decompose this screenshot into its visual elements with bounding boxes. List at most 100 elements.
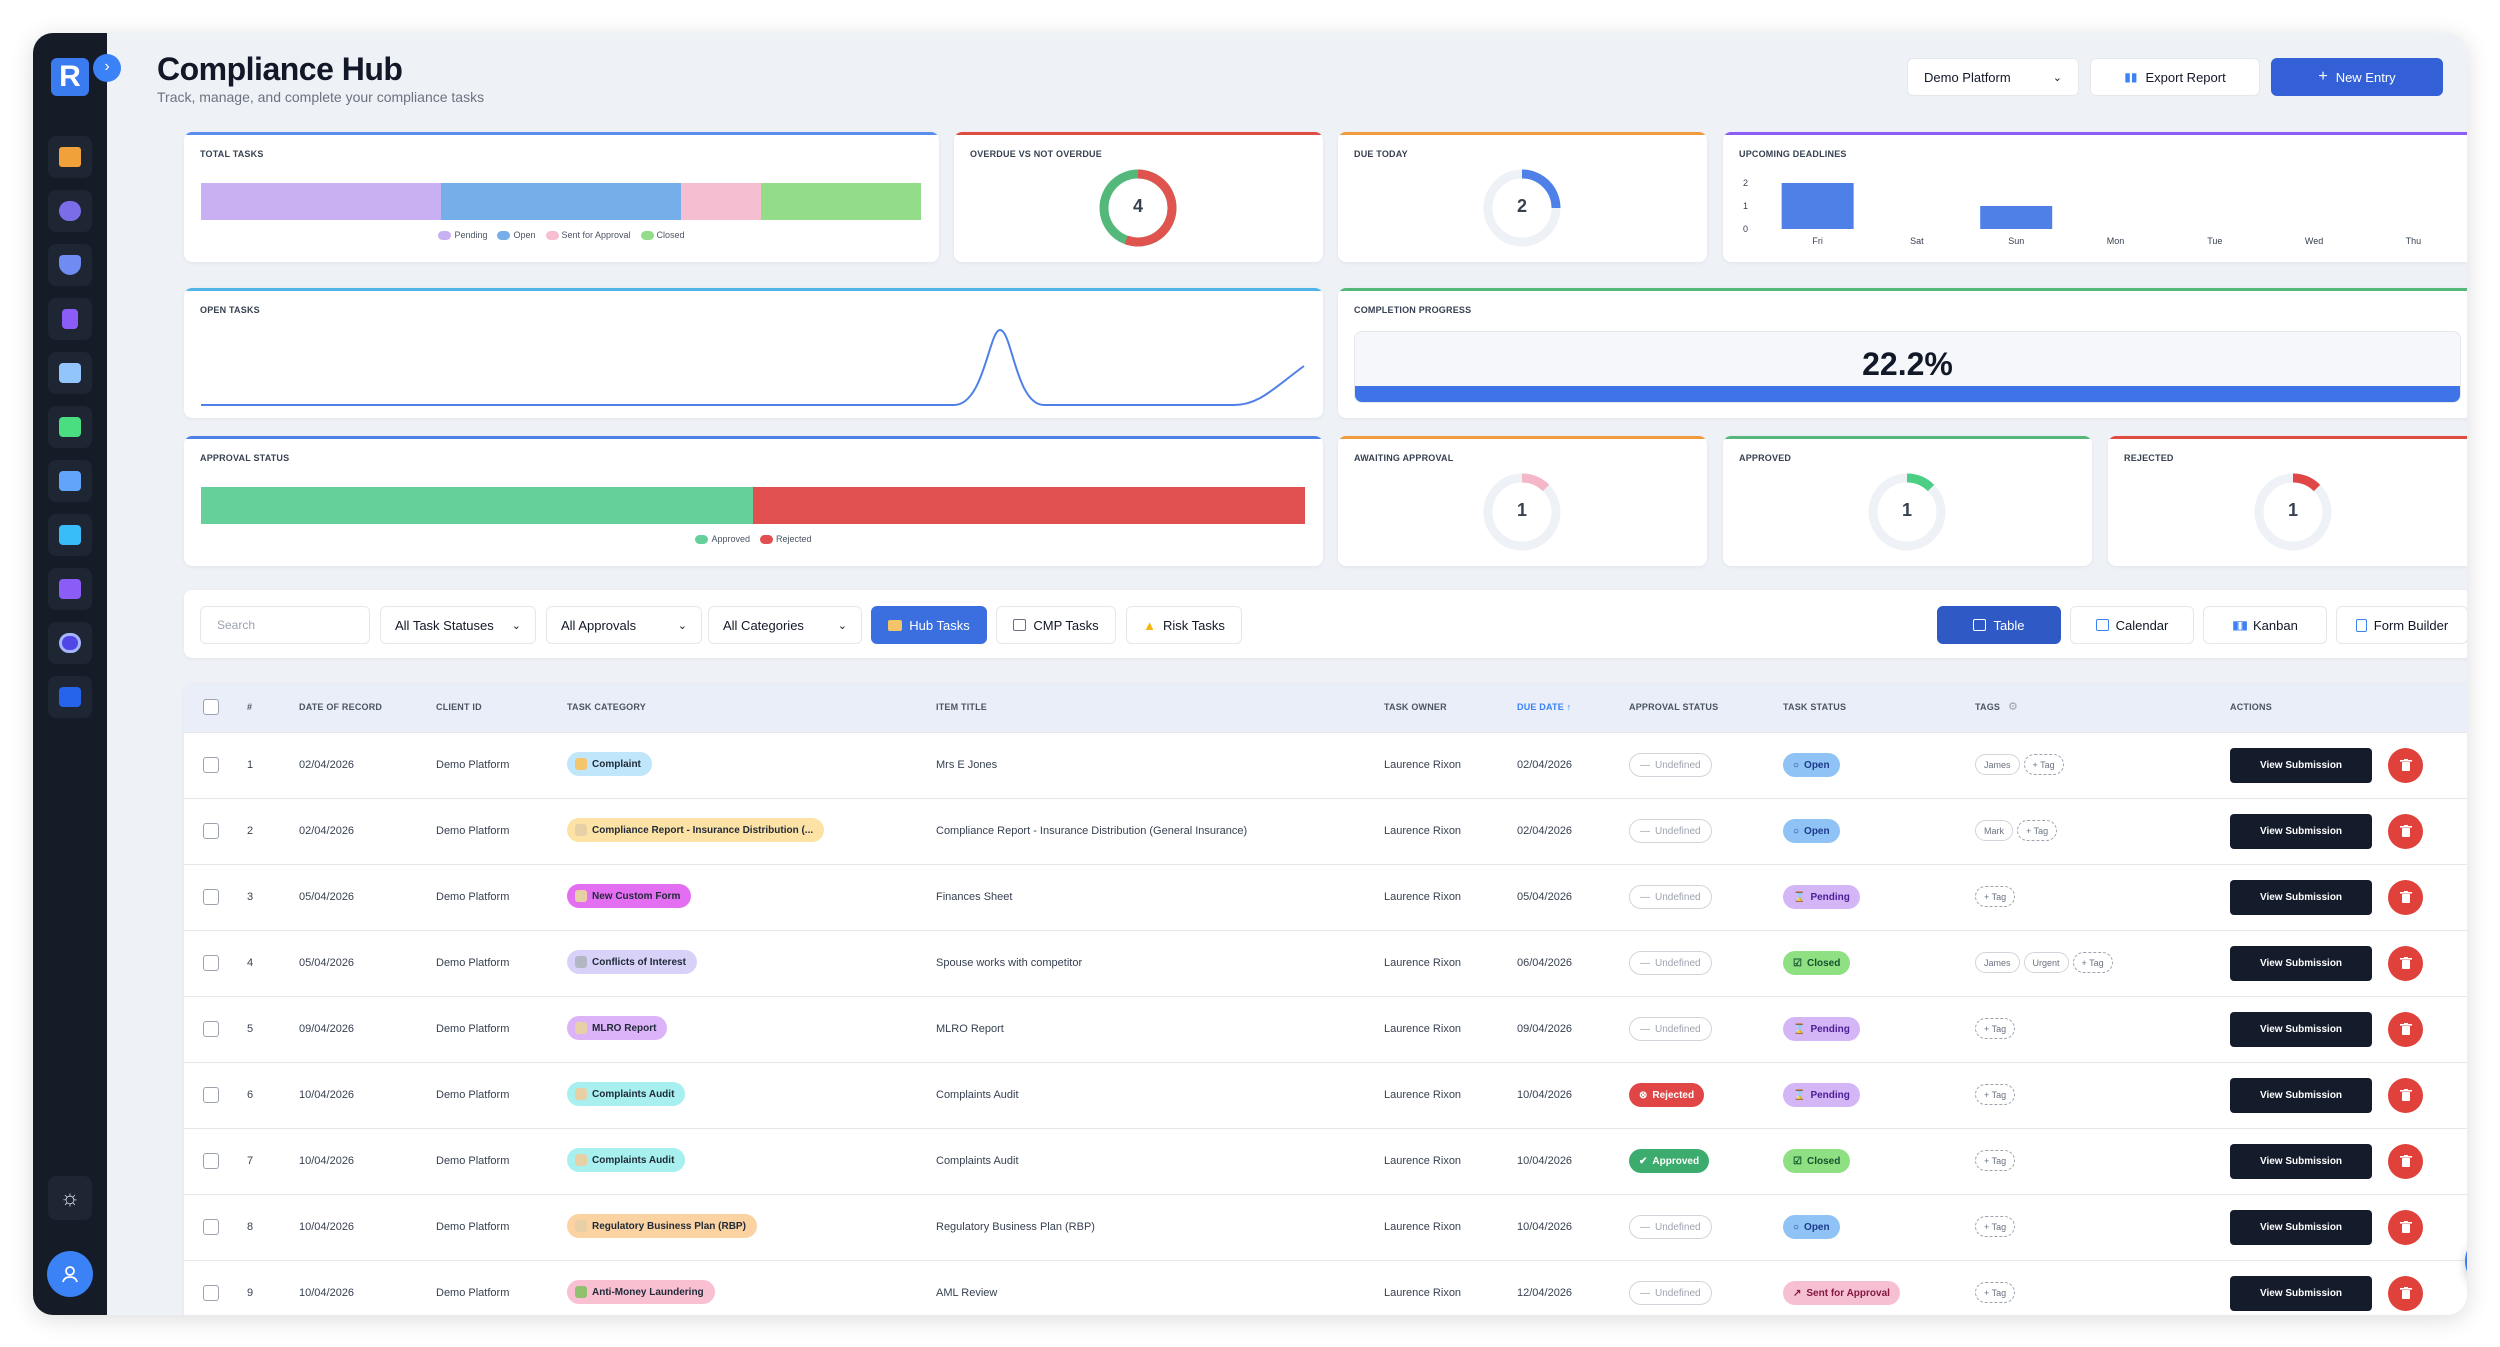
column-header-task-category[interactable]: TASK CATEGORY [567,702,646,712]
sidebar-collapse-button[interactable]: › [93,54,121,82]
column-header-task-status[interactable]: TASK STATUS [1783,702,1847,712]
column-header-number[interactable]: # [247,702,253,712]
risk-tasks-tab[interactable]: ▲ Risk Tasks [1126,606,1242,644]
bar-segment[interactable] [201,183,441,220]
view-submission-button[interactable]: View Submission [2230,1276,2372,1311]
column-header-client-id[interactable]: CLIENT ID [436,702,482,712]
table-row[interactable]: 5 09/04/2026 Demo Platform MLRO Report M… [184,997,2467,1063]
tag-chip[interactable]: Urgent [2023,952,2069,973]
sidebar-item-target[interactable] [48,622,92,664]
view-submission-button[interactable]: View Submission [2230,1012,2372,1047]
column-header-approval-status[interactable]: APPROVAL STATUS [1629,702,1719,712]
gear-icon[interactable]: ⚙ [2008,701,2018,713]
user-menu-button[interactable] [47,1251,93,1297]
column-header-item-title[interactable]: ITEM TITLE [936,702,987,712]
search-input[interactable]: Search [200,606,370,644]
sidebar-item-forms[interactable] [48,514,92,556]
add-tag-button[interactable]: + Tag [2023,754,2064,775]
add-tag-button[interactable]: + Tag [2072,952,2113,973]
hub-tasks-tab[interactable]: Hub Tasks [871,606,987,644]
delete-button[interactable] [2388,814,2423,849]
app-logo[interactable]: R [51,58,89,96]
task-status-filter[interactable]: All Task Statuses ⌄ [380,606,536,644]
delete-button[interactable] [2388,880,2423,915]
add-tag-button[interactable]: + Tag [1975,1282,2016,1303]
add-tag-button[interactable]: + Tag [1975,1018,2016,1039]
cmp-tasks-tab[interactable]: CMP Tasks [996,606,1116,644]
row-checkbox[interactable] [203,955,219,971]
categories-filter[interactable]: All Categories ⌄ [708,606,862,644]
deadline-bar[interactable] [1781,183,1854,229]
bar-segment[interactable] [441,183,681,220]
add-tag-button[interactable]: + Tag [2017,820,2058,841]
row-checkbox[interactable] [203,1087,219,1103]
view-table-button[interactable]: Table [1937,606,2061,644]
row-checkbox[interactable] [203,823,219,839]
deadline-bar[interactable] [1980,206,2053,229]
view-submission-button[interactable]: View Submission [2230,946,2372,981]
view-form-builder-button[interactable]: Form Builder [2336,606,2467,644]
add-tag-button[interactable]: + Tag [1975,886,2016,907]
view-submission-button[interactable]: View Submission [2230,1078,2372,1113]
bar-segment[interactable] [681,183,761,220]
sidebar-item-list[interactable] [48,568,92,610]
add-tag-button[interactable]: + Tag [1975,1216,2016,1237]
add-tag-button[interactable]: + Tag [1975,1150,2016,1171]
table-row[interactable]: 1 02/04/2026 Demo Platform Complaint Mrs… [184,733,2467,799]
delete-button[interactable] [2388,1210,2423,1245]
sidebar-item-users[interactable] [48,190,92,232]
table-row[interactable]: 3 05/04/2026 Demo Platform New Custom Fo… [184,865,2467,931]
legend-item[interactable]: Pending [438,230,487,241]
delete-button[interactable] [2388,1078,2423,1113]
select-all-checkbox[interactable] [203,699,219,715]
delete-button[interactable] [2388,946,2423,981]
platform-select[interactable]: Demo Platform ⌄ [1907,58,2079,96]
legend-item[interactable]: Sent for Approval [545,230,631,241]
column-header-due-date[interactable]: DUE DATE ↑ [1517,702,1572,712]
view-submission-button[interactable]: View Submission [2230,880,2372,915]
tag-chip[interactable]: Mark [1975,820,2013,841]
delete-button[interactable] [2388,1012,2423,1047]
table-row[interactable]: 4 05/04/2026 Demo Platform Conflicts of … [184,931,2467,997]
tag-chip[interactable]: James [1975,952,2020,973]
row-checkbox[interactable] [203,1153,219,1169]
view-submission-button[interactable]: View Submission [2230,1144,2372,1179]
legend-item[interactable]: Open [497,230,536,241]
delete-button[interactable] [2388,1144,2423,1179]
tag-chip[interactable]: James [1975,754,2020,775]
legend-item[interactable]: Approved [695,534,750,545]
table-row[interactable]: 6 10/04/2026 Demo Platform Complaints Au… [184,1063,2467,1129]
add-tag-button[interactable]: + Tag [1975,1084,2016,1105]
row-checkbox[interactable] [203,1219,219,1235]
table-row[interactable]: 7 10/04/2026 Demo Platform Complaints Au… [184,1129,2467,1195]
legend-item[interactable]: Rejected [760,534,812,545]
column-header-task-owner[interactable]: TASK OWNER [1384,702,1447,712]
bar-segment[interactable] [201,487,753,524]
legend-item[interactable]: Closed [640,230,685,241]
column-header-tags[interactable]: TAGS [1975,702,2001,712]
chat-button[interactable] [2465,1233,2467,1289]
view-calendar-button[interactable]: Calendar [2070,606,2194,644]
column-header-date-of-record[interactable]: DATE OF RECORD [299,702,383,712]
row-checkbox[interactable] [203,1285,219,1301]
table-row[interactable]: 8 10/04/2026 Demo Platform Regulatory Bu… [184,1195,2467,1261]
approvals-filter[interactable]: All Approvals ⌄ [546,606,702,644]
view-submission-button[interactable]: View Submission [2230,814,2372,849]
delete-button[interactable] [2388,748,2423,783]
sidebar-item-monitor[interactable] [48,676,92,718]
sidebar-item-folder[interactable] [48,406,92,448]
table-row[interactable]: 9 10/04/2026 Demo Platform Anti-Money La… [184,1261,2467,1315]
bar-segment[interactable] [760,183,921,220]
sidebar-item-security[interactable] [48,244,92,286]
view-submission-button[interactable]: View Submission [2230,1210,2372,1245]
sidebar-item-dashboard[interactable] [48,352,92,394]
bar-segment[interactable] [753,487,1305,524]
view-submission-button[interactable]: View Submission [2230,748,2372,783]
row-checkbox[interactable] [203,889,219,905]
sidebar-item-building[interactable] [48,136,92,178]
theme-toggle-button[interactable]: ☼ [48,1176,92,1220]
row-checkbox[interactable] [203,1021,219,1037]
sidebar-item-documents[interactable] [48,298,92,340]
new-entry-button[interactable]: + New Entry [2271,58,2443,96]
sidebar-item-analytics[interactable] [48,460,92,502]
